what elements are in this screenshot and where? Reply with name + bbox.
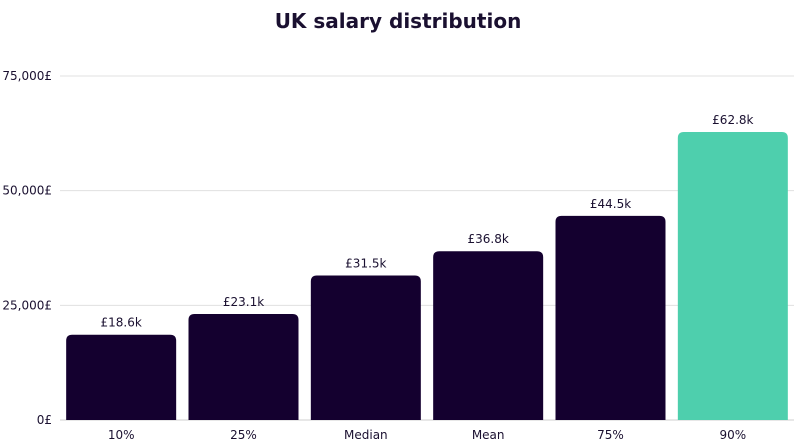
chart-title: UK salary distribution: [275, 9, 522, 33]
bar: [310, 275, 421, 420]
data-label: £44.5k: [590, 197, 631, 211]
x-category-label: 25%: [230, 428, 257, 442]
bar: [433, 251, 544, 420]
y-axis-tick-labels: 0£ 25,000£ 50,000£ 75,000£: [2, 69, 52, 427]
x-category-label: 90%: [719, 428, 746, 442]
x-category-label: Median: [344, 428, 388, 442]
bar: [677, 131, 788, 420]
data-label: £62.8k: [712, 113, 753, 127]
data-label: £36.8k: [468, 232, 509, 246]
data-labels: £18.6k £23.1k £31.5k £36.8k £44.5k £62.8k: [101, 113, 754, 330]
y-tick-label: 0£: [37, 413, 52, 427]
x-category-label: 10%: [108, 428, 135, 442]
x-category-label: 75%: [597, 428, 624, 442]
bar: [188, 314, 299, 420]
y-tick-label: 25,000£: [2, 298, 52, 312]
data-label: £31.5k: [345, 257, 386, 271]
y-tick-label: 50,000£: [2, 184, 52, 198]
x-axis-category-labels: 10% 25% Median Mean 75% 90%: [108, 428, 746, 442]
bar: [66, 334, 177, 420]
y-tick-label: 75,000£: [2, 69, 52, 83]
grid-lines: [60, 75, 794, 421]
data-label: £18.6k: [101, 316, 142, 330]
x-category-label: Mean: [472, 428, 505, 442]
bars: [66, 131, 788, 420]
data-label: £23.1k: [223, 295, 264, 309]
bar: [555, 215, 666, 420]
